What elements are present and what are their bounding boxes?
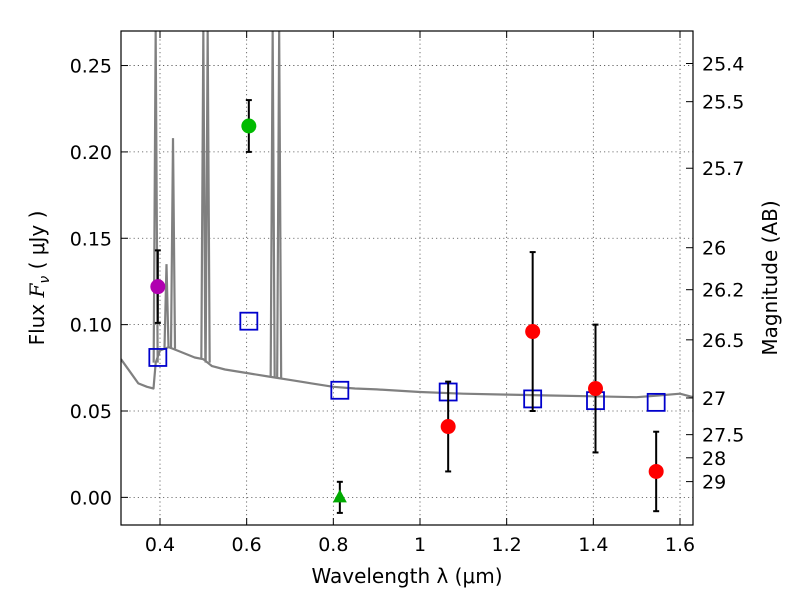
x-tick-label: 1 xyxy=(414,534,426,556)
model-flux-square xyxy=(148,348,168,367)
mag-tick-label: 25.5 xyxy=(702,92,744,114)
mag-tick-label: 25.4 xyxy=(702,53,744,75)
spectrum-emission-line xyxy=(269,31,276,378)
spectrum-continuum xyxy=(121,346,693,399)
x-tick-label: 0.4 xyxy=(145,534,175,556)
x-axis-label: Wavelength λ (μm) xyxy=(311,564,502,588)
spectrum-emission-line xyxy=(204,31,211,363)
y-tick-label: 0.20 xyxy=(70,142,112,164)
x-tick-label: 0.6 xyxy=(232,534,262,556)
plot-frame xyxy=(120,30,694,526)
y2-axis-label: Magnitude (AB) xyxy=(758,200,782,355)
y-tick-label: 0.25 xyxy=(70,56,112,78)
y-tick-label: 0.00 xyxy=(70,487,112,509)
y-axis-label-var: F xyxy=(25,282,49,298)
y-tick-label: 0.05 xyxy=(70,401,112,423)
mag-tick-label: 27.5 xyxy=(702,425,744,447)
x-tick-label: 1.6 xyxy=(665,534,695,556)
y-axis-label-suffix: ( μJy ) xyxy=(25,211,49,276)
model-photometry-layer xyxy=(148,311,666,412)
observed-flux-point xyxy=(150,279,166,295)
grid-layer xyxy=(121,31,693,525)
y-tick-label: 0.15 xyxy=(70,228,112,250)
mag-tick-label: 28 xyxy=(702,448,726,470)
y-axis-label: Flux Fν ( μJy ) xyxy=(25,211,53,346)
y-axis-label-prefix: Flux xyxy=(25,297,49,345)
x-tick-label: 1.4 xyxy=(578,534,608,556)
observed-photometry-layer xyxy=(150,99,664,514)
observed-flux-point xyxy=(648,463,664,479)
y-tick-label: 0.10 xyxy=(70,315,112,337)
x-tick-label: 0.8 xyxy=(318,534,348,556)
axis-layer: 0.4 0.6 0.8 1 1.2 1.4 1.6 0.00 0.05 0.10 0.15 0.20 0… xyxy=(70,31,744,556)
observed-flux-point xyxy=(525,324,541,340)
x-tick-label: 1.2 xyxy=(492,534,522,556)
mag-tick-label: 25.7 xyxy=(702,158,744,180)
spectrum-emission-line xyxy=(276,31,283,379)
model-flux-square xyxy=(646,392,666,412)
spectrum-emission-line xyxy=(163,264,170,348)
spectrum-layer xyxy=(121,31,693,399)
model-flux-square xyxy=(330,380,350,400)
y-axis-label-sub: ν xyxy=(37,276,53,284)
mag-tick-label: 29 xyxy=(702,472,726,494)
observed-flux-triangle xyxy=(332,489,347,503)
mag-tick-label: 27 xyxy=(702,388,726,410)
spectrum-emission-line xyxy=(200,31,207,360)
spectrum-emission-line xyxy=(169,138,177,349)
model-flux-square xyxy=(239,311,259,331)
observed-flux-point xyxy=(241,118,257,134)
mag-tick-label: 26 xyxy=(702,238,726,260)
observed-flux-point xyxy=(588,381,603,397)
mag-tick-label: 26.2 xyxy=(702,280,744,302)
observed-flux-point xyxy=(440,419,456,435)
mag-tick-label: 26.5 xyxy=(702,330,744,352)
